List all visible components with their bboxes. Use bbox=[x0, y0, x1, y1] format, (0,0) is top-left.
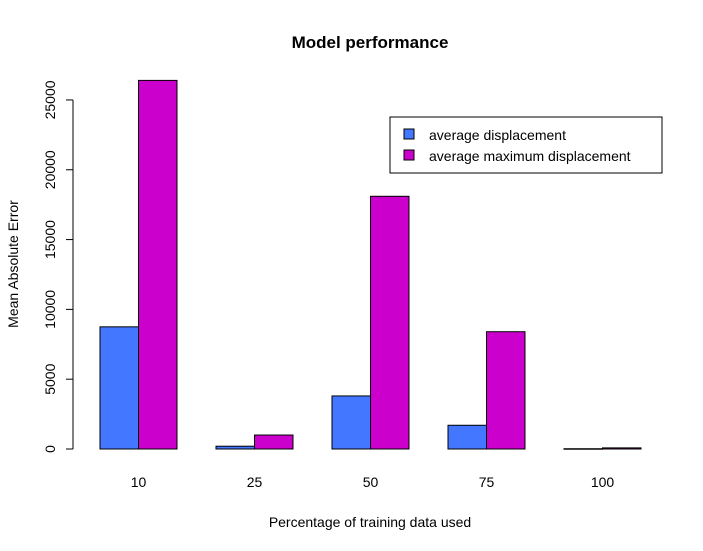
x-tick-label: 25 bbox=[247, 474, 263, 490]
x-tick-label: 50 bbox=[363, 474, 379, 490]
y-tick-label: 15000 bbox=[42, 220, 58, 259]
y-axis-label: Mean Absolute Error bbox=[5, 200, 21, 328]
chart-title: Model performance bbox=[292, 33, 449, 52]
legend-label-average-maximum-displacement: average maximum displacement bbox=[429, 148, 631, 164]
legend-box bbox=[389, 116, 663, 174]
y-tick-label: 5000 bbox=[42, 363, 58, 394]
bar-average-maximum-displacement-75 bbox=[486, 331, 526, 450]
bar-average-displacement-50 bbox=[331, 395, 371, 450]
bar-average-maximum-displacement-25 bbox=[254, 434, 294, 450]
y-tick-label: 20000 bbox=[42, 150, 58, 189]
bar-average-displacement-10 bbox=[99, 326, 139, 450]
legend-label-average-displacement: average displacement bbox=[429, 127, 566, 143]
bar-average-maximum-displacement-50 bbox=[370, 195, 410, 450]
legend-swatch-average-displacement bbox=[403, 128, 415, 140]
legend: average displacement average maximum dis… bbox=[389, 116, 663, 174]
y-axis: 0 5000 10000 15000 20000 25000 bbox=[42, 80, 74, 453]
bar-average-maximum-displacement-100 bbox=[602, 447, 642, 450]
y-tick-label: 10000 bbox=[42, 290, 58, 329]
bar-average-displacement-25 bbox=[215, 445, 255, 450]
y-tick-label: 25000 bbox=[42, 80, 58, 119]
bar-average-maximum-displacement-10 bbox=[138, 79, 178, 450]
y-tick-label: 0 bbox=[42, 445, 58, 453]
x-tick-label: 75 bbox=[479, 474, 495, 490]
x-tick-label: 100 bbox=[591, 474, 615, 490]
legend-swatch-average-maximum-displacement bbox=[403, 149, 415, 161]
bar-average-displacement-75 bbox=[447, 424, 487, 450]
bars bbox=[99, 79, 642, 450]
category-labels: 10 25 50 75 100 bbox=[131, 474, 615, 490]
x-tick-label: 10 bbox=[131, 474, 147, 490]
x-axis-label: Percentage of training data used bbox=[269, 514, 471, 530]
bar-average-displacement-100 bbox=[563, 448, 603, 450]
